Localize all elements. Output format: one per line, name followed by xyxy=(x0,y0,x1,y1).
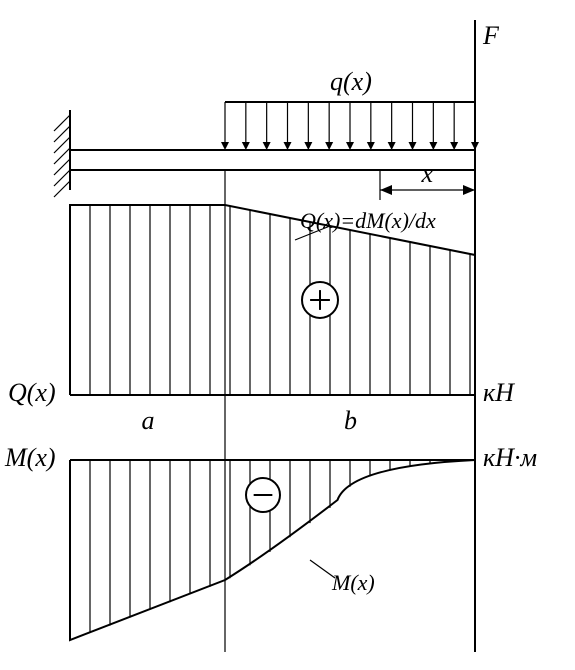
shear-hatch xyxy=(70,205,470,395)
label-x: x xyxy=(421,159,434,188)
label-kHm: кН·м xyxy=(483,443,537,472)
label-F: F xyxy=(482,21,500,50)
distributed-load xyxy=(221,102,479,150)
x-arrow-left xyxy=(380,185,392,195)
shear-outline xyxy=(70,205,475,395)
label-Mx-axis: M(x) xyxy=(4,443,56,472)
label-a: a xyxy=(142,406,155,435)
label-kH: кН xyxy=(483,378,515,407)
wall-hatch xyxy=(54,115,70,197)
label-qx: q(x) xyxy=(330,67,372,96)
x-arrow-right xyxy=(463,185,475,195)
beam-diagram: Fq(x) x Q(x)=dM(x)/dx Q(x) кН a b M(x) M(x) кН·м xyxy=(0,0,575,670)
label-Qx-axis: Q(x) xyxy=(8,378,56,407)
label-M-pointer: M(x) xyxy=(331,570,375,595)
label-b: b xyxy=(344,406,357,435)
label-Q-formula: Q(x)=dM(x)/dx xyxy=(300,208,436,233)
